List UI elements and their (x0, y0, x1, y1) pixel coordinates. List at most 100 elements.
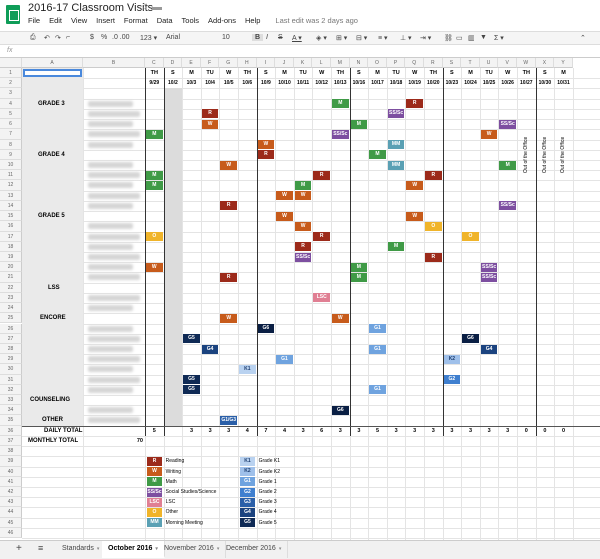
column-header-v[interactable]: V (498, 58, 517, 68)
column-header-h[interactable]: H (238, 58, 257, 68)
link-icon[interactable]: ⛓ (444, 35, 453, 42)
chevron-down-icon[interactable]: ▾ (216, 546, 220, 552)
selected-cell-a1[interactable] (23, 69, 82, 77)
row-header-12[interactable]: 12 (0, 180, 22, 191)
visit-chip[interactable]: R (220, 273, 237, 282)
row-header-43[interactable]: 43 (0, 497, 22, 508)
visit-chip[interactable]: W (294, 191, 312, 201)
sheets-logo-icon[interactable] (6, 5, 20, 24)
row-header-6[interactable]: 6 (0, 119, 22, 130)
visit-chip[interactable]: W (276, 191, 293, 201)
menu-file[interactable]: File (28, 16, 41, 25)
visit-chip[interactable]: G5 (183, 375, 200, 385)
row-header-23[interactable]: 23 (0, 292, 22, 304)
row-header-9[interactable]: 9 (0, 149, 22, 160)
sheet-tab-3[interactable]: December 2016 ▾ (220, 541, 289, 558)
text-color-icon[interactable]: A ▾ (292, 35, 302, 42)
visit-chip[interactable]: G2 (443, 375, 461, 385)
folder-icon[interactable]: ▬ (152, 2, 162, 13)
column-header-o[interactable]: O (368, 58, 387, 68)
filter-icon[interactable]: ▼ (480, 34, 487, 41)
visit-chip[interactable]: MM (387, 140, 405, 150)
comment-icon[interactable]: ▭ (456, 35, 463, 42)
visit-chip[interactable]: W (146, 262, 163, 272)
row-header-24[interactable]: 24 (0, 303, 22, 314)
fill-color-icon[interactable]: ◈ ▾ (316, 35, 327, 42)
column-header-f[interactable]: F (200, 58, 220, 68)
visit-chip[interactable]: MM (387, 160, 405, 170)
visit-chip[interactable]: M (146, 129, 163, 139)
row-header-3[interactable]: 3 (0, 88, 22, 99)
row-header-26[interactable]: 26 (0, 323, 22, 334)
align-icon[interactable]: ≡ ▾ (378, 35, 388, 42)
visit-chip[interactable]: W (201, 119, 219, 129)
chevron-down-icon[interactable]: ▾ (155, 546, 158, 552)
visit-chip[interactable]: SS/Sc (499, 201, 516, 211)
menu-view[interactable]: View (71, 16, 88, 25)
font-size-dropdown[interactable]: 10 (222, 34, 230, 41)
row-header-15[interactable]: 15 (0, 211, 22, 222)
visit-chip[interactable]: W (294, 221, 312, 231)
sheet-tab-1[interactable]: October 2016 ▾ (102, 541, 165, 558)
visit-chip[interactable]: W (406, 211, 423, 221)
visit-chip[interactable]: SS/Sc (480, 273, 498, 282)
currency-button[interactable]: $ (90, 34, 94, 41)
row-header-32[interactable]: 32 (0, 384, 22, 396)
row-header-37[interactable]: 37 (0, 435, 22, 447)
chart-icon[interactable]: ▥ (468, 35, 475, 42)
visit-chip[interactable]: SS/Sc (294, 252, 312, 262)
row-header-40[interactable]: 40 (0, 466, 22, 477)
column-header-s[interactable]: S (442, 58, 462, 68)
column-header-y[interactable]: Y (554, 58, 573, 68)
borders-icon[interactable]: ⊞ ▾ (336, 35, 348, 42)
visit-chip[interactable]: G5 (183, 385, 200, 395)
row-header-2[interactable]: 2 (0, 78, 22, 89)
column-header-e[interactable]: E (182, 58, 201, 68)
column-header-g[interactable]: G (219, 58, 238, 68)
column-header-t[interactable]: T (461, 58, 480, 68)
visit-chip[interactable]: G4 (480, 344, 498, 354)
row-header-18[interactable]: 18 (0, 241, 22, 252)
column-header-i[interactable]: I (256, 58, 276, 68)
visit-chip[interactable]: G5 (183, 334, 200, 344)
visit-chip[interactable]: W (480, 129, 498, 139)
column-header-q[interactable]: Q (405, 58, 424, 68)
column-header-x[interactable]: X (535, 58, 555, 68)
row-header-10[interactable]: 10 (0, 159, 22, 171)
functions-button[interactable]: Σ ▾ (494, 35, 504, 42)
document-title[interactable]: 2016-17 Classroom Visits (28, 2, 154, 14)
wrap-icon[interactable]: ⇥ ▾ (420, 35, 432, 42)
redo-icon[interactable]: ↷ (55, 35, 61, 42)
column-header-n[interactable]: N (349, 58, 369, 68)
row-header-8[interactable]: 8 (0, 139, 22, 150)
visit-chip[interactable]: SS/Sc (480, 262, 498, 272)
visit-chip[interactable]: M (499, 160, 516, 170)
row-header-17[interactable]: 17 (0, 231, 22, 242)
row-header-36[interactable]: 36 (0, 425, 22, 436)
column-header-l[interactable]: L (312, 58, 331, 68)
visit-chip[interactable]: G1 (369, 385, 386, 395)
visit-chip[interactable]: R (313, 170, 330, 180)
visit-chip[interactable]: M (350, 119, 368, 129)
visit-chip[interactable]: R (294, 242, 312, 252)
strikethrough-button[interactable]: S (278, 34, 283, 41)
column-header-j[interactable]: J (275, 58, 294, 68)
visit-chip[interactable]: W (220, 160, 237, 170)
row-header-35[interactable]: 35 (0, 415, 22, 426)
row-header-39[interactable]: 39 (0, 456, 22, 467)
row-header-11[interactable]: 11 (0, 170, 22, 181)
visit-chip[interactable]: W (276, 211, 293, 221)
menu-tools[interactable]: Tools (181, 16, 200, 25)
spreadsheet-grid[interactable]: A B C D E F G H I J K L M N O P Q R S T U V W X Y 1 2 3 4 5 6 7 8 9 10 11 12… (0, 58, 600, 540)
row-header-13[interactable]: 13 (0, 190, 22, 201)
visit-chip[interactable]: O (425, 221, 442, 231)
merge-icon[interactable]: ⊟ ▾ (356, 35, 368, 42)
visit-chip[interactable]: R (425, 252, 442, 262)
star-icon[interactable]: ☆ (140, 2, 149, 13)
last-edit-status[interactable]: Last edit was 2 days ago (275, 16, 358, 25)
visit-chip[interactable]: SS/Sc (387, 109, 405, 119)
row-header-21[interactable]: 21 (0, 272, 22, 283)
visit-chip[interactable]: R (313, 232, 330, 242)
row-header-22[interactable]: 22 (0, 282, 22, 293)
chevron-down-icon[interactable]: ▾ (278, 546, 282, 552)
